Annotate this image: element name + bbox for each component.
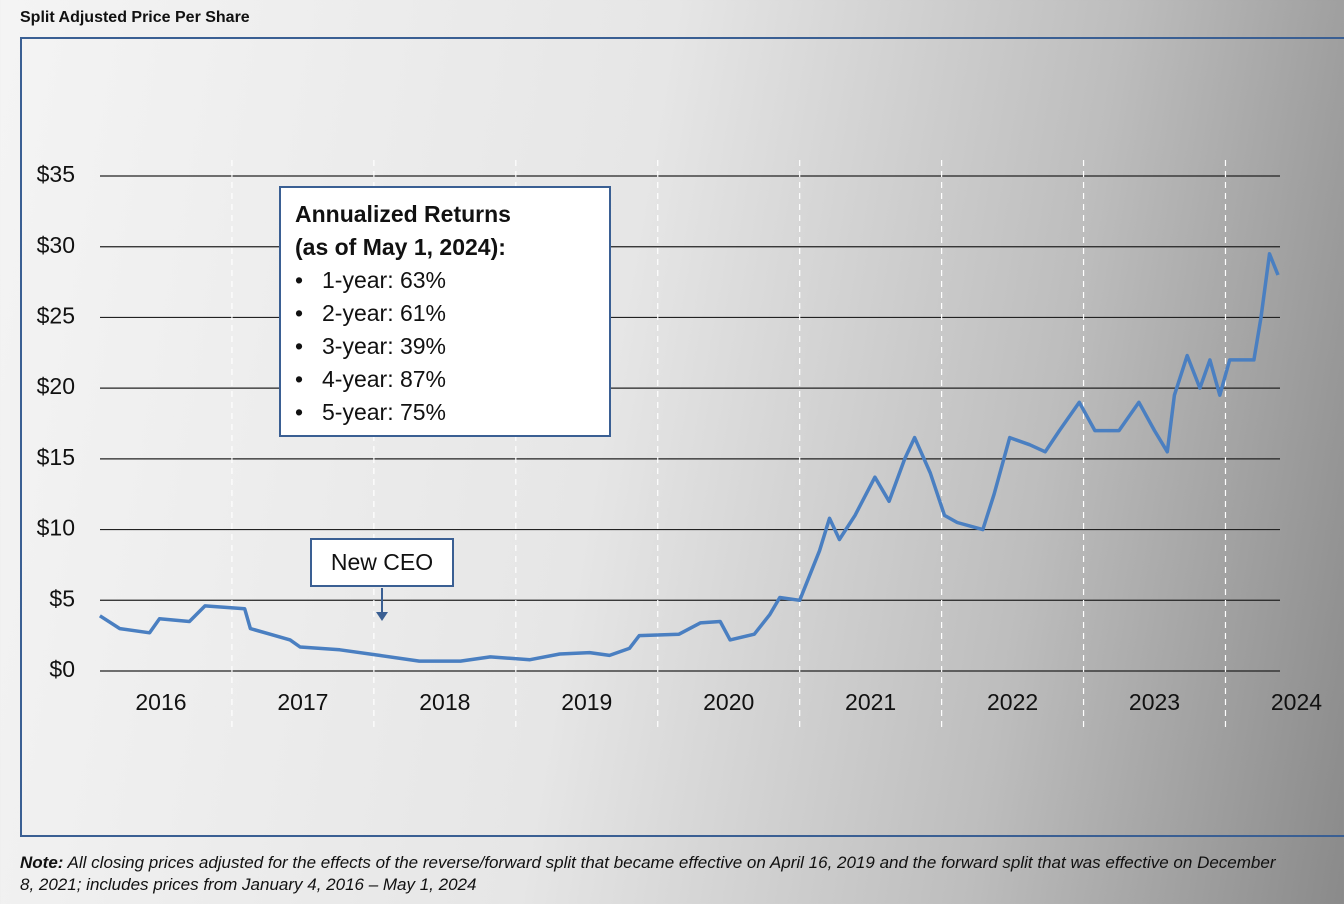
- note-label: Note:: [20, 853, 64, 872]
- note-text: All closing prices adjusted for the effe…: [20, 853, 1276, 894]
- returns-item: 1-year: 63%: [295, 264, 595, 297]
- footnote: Note: All closing prices adjusted for th…: [20, 852, 1280, 896]
- y-tick-label: $20: [37, 373, 75, 399]
- x-tick-label: 2017: [277, 689, 328, 715]
- chart-title: Split Adjusted Price Per Share: [20, 9, 250, 26]
- price-line: [98, 252, 1280, 663]
- y-tick-label: $25: [37, 303, 75, 329]
- x-tick-label: 2022: [987, 689, 1038, 715]
- x-tick-label: 2016: [135, 689, 186, 715]
- y-tick-label: $35: [37, 161, 75, 187]
- annotation-arrowhead: [376, 612, 388, 621]
- x-tick-label: 2020: [703, 689, 754, 715]
- y-tick-label: $30: [37, 232, 75, 258]
- x-tick-label: 2021: [845, 689, 896, 715]
- x-tick-label: 2018: [419, 689, 470, 715]
- x-tick-label: 2023: [1129, 689, 1180, 715]
- returns-item: 4-year: 87%: [295, 363, 595, 396]
- returns-item: 3-year: 39%: [295, 330, 595, 363]
- returns-item: 2-year: 61%: [295, 297, 595, 330]
- returns-title: Annualized Returns: [295, 201, 511, 227]
- y-tick-label: $10: [37, 515, 75, 541]
- y-tick-label: $15: [37, 444, 75, 470]
- x-tick-label: 2024: [1271, 689, 1322, 715]
- y-tick-label: $0: [49, 656, 75, 682]
- y-tick-label: $5: [49, 585, 75, 611]
- returns-list: 1-year: 63%2-year: 61%3-year: 39%4-year:…: [295, 264, 595, 429]
- returns-item: 5-year: 75%: [295, 396, 595, 429]
- chart-frame: [20, 37, 1344, 837]
- x-tick-label: 2019: [561, 689, 612, 715]
- annotation: New CEO: [310, 538, 454, 587]
- returns-box: Annualized Returns (as of May 1, 2024): …: [279, 186, 611, 437]
- returns-title: (as of May 1, 2024):: [295, 234, 506, 260]
